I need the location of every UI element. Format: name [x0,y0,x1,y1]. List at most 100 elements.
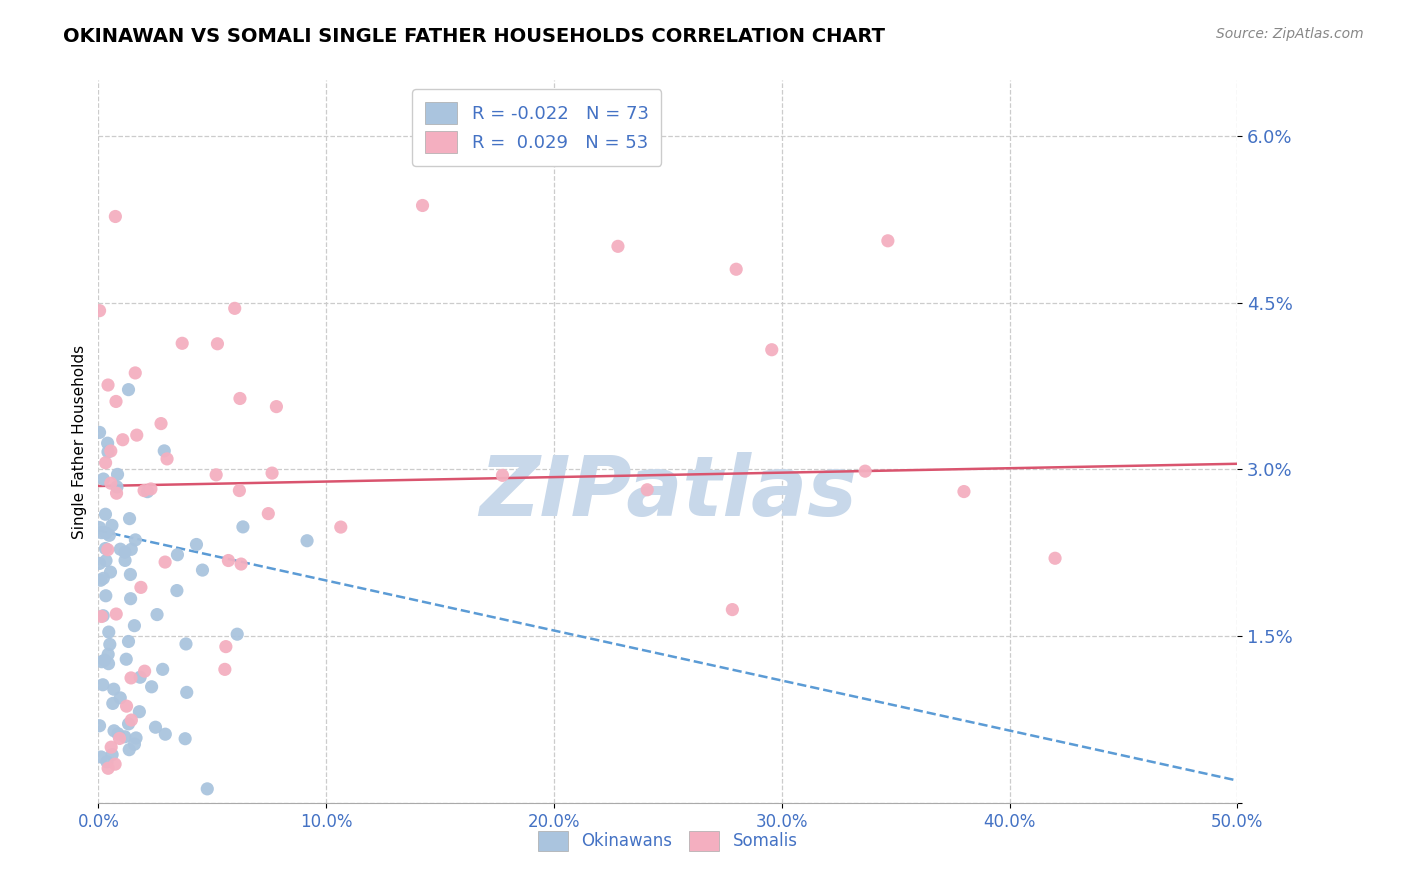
Point [110,690,132,705]
Point [117,634,139,648]
Point [124,533,146,547]
Point [721,602,744,616]
Point [91,608,114,623]
Text: Source: ZipAtlas.com: Source: ZipAtlas.com [1216,27,1364,41]
Text: OKINAWAN VS SOMALI SINGLE FATHER HOUSEHOLDS CORRELATION CHART: OKINAWAN VS SOMALI SINGLE FATHER HOUSEHO… [63,27,886,45]
Point [226,627,249,641]
Point [124,737,146,751]
Point [97,436,120,450]
Point [191,563,214,577]
Point [97,761,120,775]
Point [93,472,115,486]
Point [217,553,239,567]
Point [89,520,111,534]
Point [120,671,142,685]
Y-axis label: Single Father Households: Single Father Households [72,344,87,539]
Point [90,574,112,588]
Point [150,417,173,431]
Point [262,466,284,480]
Point [101,747,124,762]
Point [125,731,148,745]
Point [100,565,122,579]
Point [229,557,252,571]
Point [124,366,146,380]
Point [94,589,117,603]
Point [118,742,141,756]
Point [114,545,136,559]
Point [120,713,142,727]
Point [100,444,122,458]
Point [120,591,142,606]
Text: ZIPatlas: ZIPatlas [479,451,856,533]
Point [224,301,246,316]
Point [205,467,228,482]
Point [295,533,318,548]
Point [166,548,188,562]
Point [105,480,128,494]
Point [97,625,120,640]
Point [107,467,129,482]
Point [125,428,148,442]
Point [229,392,252,406]
Point [412,198,434,212]
Point [491,468,513,483]
Point [94,508,117,522]
Point [128,705,150,719]
Point [176,685,198,699]
Point [105,607,128,621]
Point [90,609,112,624]
Point [93,653,115,667]
Point [97,378,120,392]
Point [98,637,121,651]
Point [89,425,111,440]
Point [89,303,111,318]
Point [207,336,229,351]
Point [174,637,197,651]
Point [876,234,898,248]
Point [129,581,152,595]
Point [155,727,177,741]
Point [266,400,288,414]
Point [114,553,136,567]
Point [103,682,125,697]
Point [108,731,131,746]
Point [97,648,120,662]
Point [152,662,174,676]
Point [97,657,120,671]
Point [139,482,162,496]
Point [89,557,111,571]
Point [257,507,280,521]
Point [105,394,128,409]
Point [153,443,176,458]
Point [172,336,194,351]
Point [853,464,876,478]
Point [195,781,218,796]
Point [98,528,121,542]
Legend: Okinawans, Somalis: Okinawans, Somalis [530,822,806,860]
Point [114,730,136,744]
Point [101,518,124,533]
Point [117,383,139,397]
Point [134,664,156,678]
Point [90,750,112,764]
Point [156,451,179,466]
Point [105,486,128,500]
Point [761,343,783,357]
Point [110,542,132,557]
Point [124,618,146,632]
Point [636,483,658,497]
Point [215,640,238,654]
Point [141,680,163,694]
Point [96,755,118,769]
Point [166,583,188,598]
Point [136,484,159,499]
Point [120,567,142,582]
Point [97,542,120,557]
Point [91,678,114,692]
Point [111,433,134,447]
Point [94,541,117,556]
Point [94,526,117,541]
Point [153,555,176,569]
Point [94,553,117,567]
Point [100,476,122,491]
